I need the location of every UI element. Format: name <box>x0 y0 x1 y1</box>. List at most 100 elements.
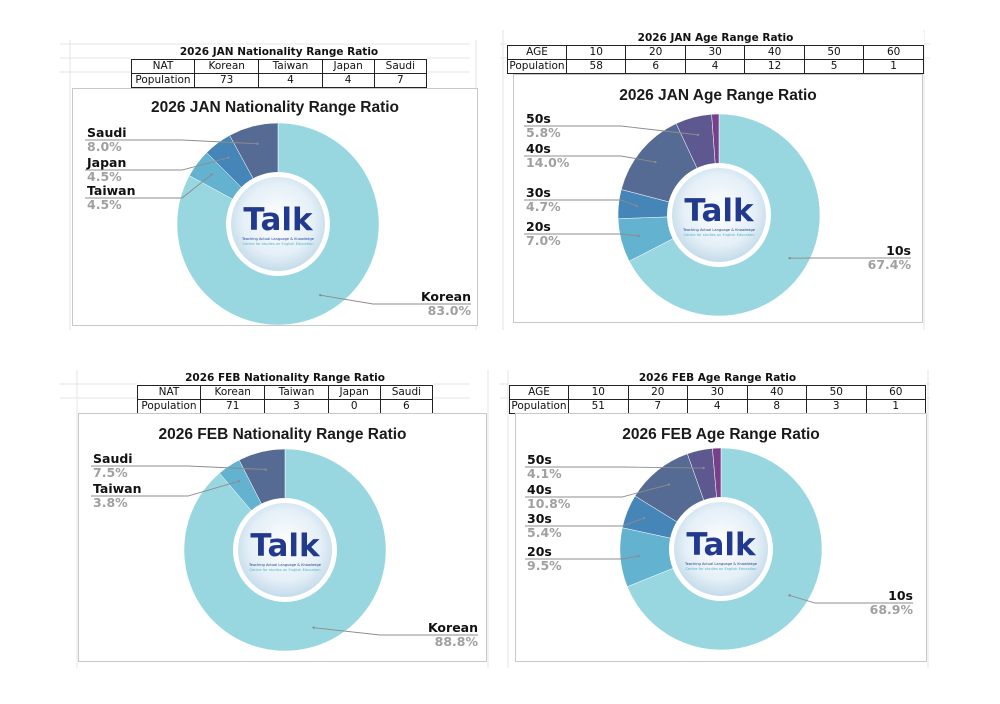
slice-percent: 3.8% <box>93 495 128 510</box>
slice-label: Korean <box>428 620 478 635</box>
logo-tagline: Teaching Actual Language & Knowledge <box>248 563 322 567</box>
value-cell: 12 <box>744 59 805 74</box>
slice-percent: 7.0% <box>526 233 561 248</box>
jan-age-chart[interactable]: 2026 JAN Age Range Ratio Talk Teaching Ac… <box>513 74 923 323</box>
feb-nationality-chart[interactable]: 2026 FEB Nationality Range Ratio Talk Tea… <box>78 413 487 662</box>
value-cell: 73 <box>193 73 260 88</box>
header-cell: Taiwan <box>258 59 323 74</box>
leader-line <box>789 594 913 604</box>
leader-line <box>524 125 699 136</box>
leader-line <box>524 233 639 237</box>
header-cell: 50 <box>806 385 867 400</box>
header-label: NAT <box>137 385 201 400</box>
table-caption: 2026 FEB Nationality Range Ratio <box>185 372 385 384</box>
header-cell: 10 <box>568 385 629 400</box>
value-cell: 8 <box>746 399 807 414</box>
value-cell: 0 <box>327 399 381 414</box>
logo-tagline: Teaching Actual Language & Knowledge <box>682 228 756 232</box>
slice-percent: 14.0% <box>526 155 570 170</box>
header-cell: 30 <box>684 45 746 60</box>
value-cell: 6 <box>625 59 686 74</box>
slice-label: 40s <box>527 482 552 497</box>
leader-dot <box>788 594 791 597</box>
slice-label: Taiwan <box>87 183 136 198</box>
header-cell: Korean <box>199 385 266 400</box>
value-cell: 6 <box>379 399 434 414</box>
leader-line <box>524 155 656 163</box>
pie-slice-korean[interactable] <box>176 122 380 326</box>
slice-label: 30s <box>526 185 551 200</box>
header-label: NAT <box>131 59 195 74</box>
feb-nationality-table: 2026 FEB Nationality Range Ratio NAT Kor… <box>137 372 434 414</box>
leader-dot <box>237 479 241 483</box>
leader-line <box>525 466 704 469</box>
value-cell: 4 <box>684 59 746 74</box>
header-cell: Saudi <box>373 59 428 74</box>
leader-line <box>91 480 240 497</box>
header-cell: 50 <box>803 45 865 60</box>
row-label: Population <box>137 399 201 414</box>
slice-label: 10s <box>886 243 911 258</box>
logo-badge <box>672 168 766 262</box>
leader-dot <box>227 156 230 159</box>
chart-title: 2026 FEB Age Range Ratio <box>622 426 820 443</box>
leader-dot <box>264 468 267 471</box>
header-cell: 20 <box>627 385 688 400</box>
logo-badge <box>231 177 325 271</box>
table-caption: 2026 FEB Age Range Ratio <box>638 372 797 384</box>
slice-percent: 7.5% <box>93 465 128 480</box>
slice-label: 20s <box>526 219 551 234</box>
leader-line <box>320 294 471 305</box>
jan-nationality-chart[interactable]: 2026 JAN Nationality Range Ratio Talk Tea… <box>72 88 478 326</box>
leader-dot <box>788 256 791 260</box>
header-label: AGE <box>507 45 567 60</box>
header-cell: Taiwan <box>264 385 329 400</box>
jan-nationality-table: 2026 JAN Nationality Range Ratio NAT Kor… <box>131 46 428 88</box>
chart-title: 2026 JAN Age Range Ratio <box>619 87 817 104</box>
header-cell: 60 <box>863 45 924 60</box>
leader-dot <box>696 133 700 137</box>
header-cell: 40 <box>746 385 807 400</box>
leader-line <box>91 465 266 470</box>
leader-dot <box>637 554 640 558</box>
chart-title: 2026 FEB Nationality Range Ratio <box>158 426 407 443</box>
header-cell: Japan <box>321 59 375 74</box>
slice-label: Japan <box>86 155 126 170</box>
value-cell: 7 <box>373 73 428 88</box>
slice-label: 50s <box>527 452 552 467</box>
slice-percent: 88.8% <box>435 634 479 649</box>
logo-subtitle: Centre for studies on English Education <box>684 233 755 237</box>
value-cell: 4 <box>687 399 748 414</box>
leader-dot <box>702 466 705 470</box>
logo-subtitle: Centre for studies on English Education <box>250 568 321 572</box>
jan-age-table: 2026 JAN Age Range Ratio AGE 10 20 30 40… <box>507 32 924 74</box>
slice-percent: 83.0% <box>428 303 472 318</box>
value-cell: 1 <box>865 399 926 414</box>
slice-label: 50s <box>526 111 551 126</box>
leader-line <box>525 484 670 498</box>
slice-percent: 5.8% <box>526 125 561 140</box>
leader-line <box>85 139 258 145</box>
slice-label: Saudi <box>87 125 127 140</box>
logo-tagline: Teaching Actual Language & Knowledge <box>241 237 315 241</box>
feb-age-table: 2026 FEB Age Range Ratio AGE 10 20 30 40… <box>509 372 926 414</box>
table-caption: 2026 JAN Age Range Ratio <box>637 32 794 44</box>
logo-subtitle: Centre for studies on English Education <box>243 242 314 246</box>
leader-dot <box>642 516 646 520</box>
leader-dot <box>667 483 671 486</box>
value-cell: 3 <box>264 399 329 414</box>
logo-badge <box>674 502 768 596</box>
feb-age-chart[interactable]: 2026 FEB Age Range Ratio Talk Teaching Ac… <box>515 413 927 662</box>
